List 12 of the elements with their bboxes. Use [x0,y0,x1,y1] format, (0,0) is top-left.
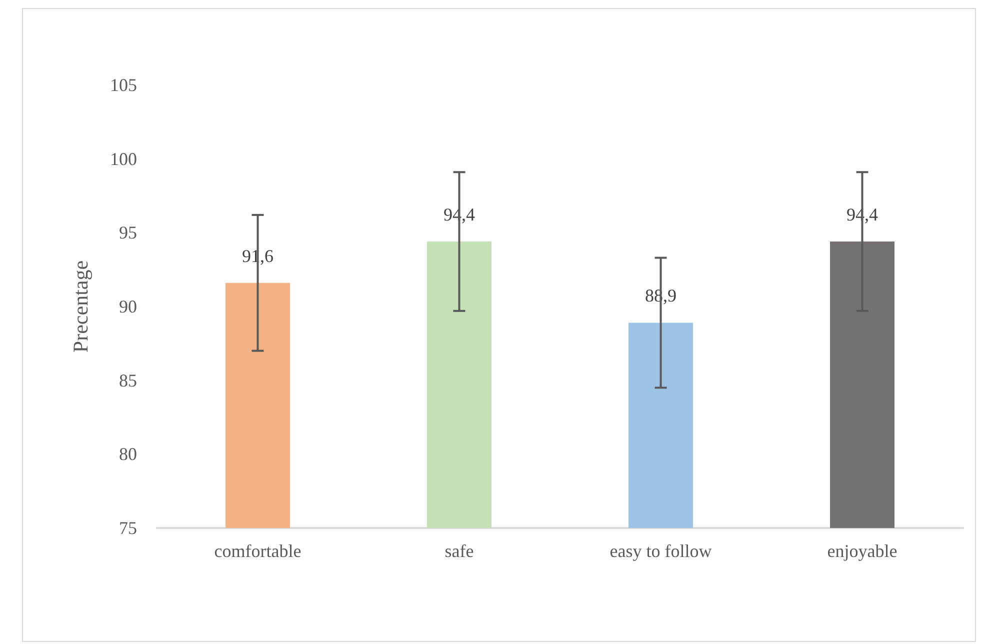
y-tick-label: 75 [119,518,137,538]
x-tick-label: easy to follow [610,541,712,561]
y-tick-label: 90 [119,296,137,316]
y-tick-label: 80 [119,444,137,464]
y-axis-title: Precentage [68,260,92,353]
x-tick-label: comfortable [214,541,302,561]
y-tick-label: 100 [110,148,137,169]
y-tick-label: 105 [110,75,137,95]
y-tick-label: 85 [119,370,137,390]
x-tick-label: safe [444,541,474,561]
x-tick-label: enjoyable [827,541,898,561]
y-tick-label: 95 [119,222,137,243]
